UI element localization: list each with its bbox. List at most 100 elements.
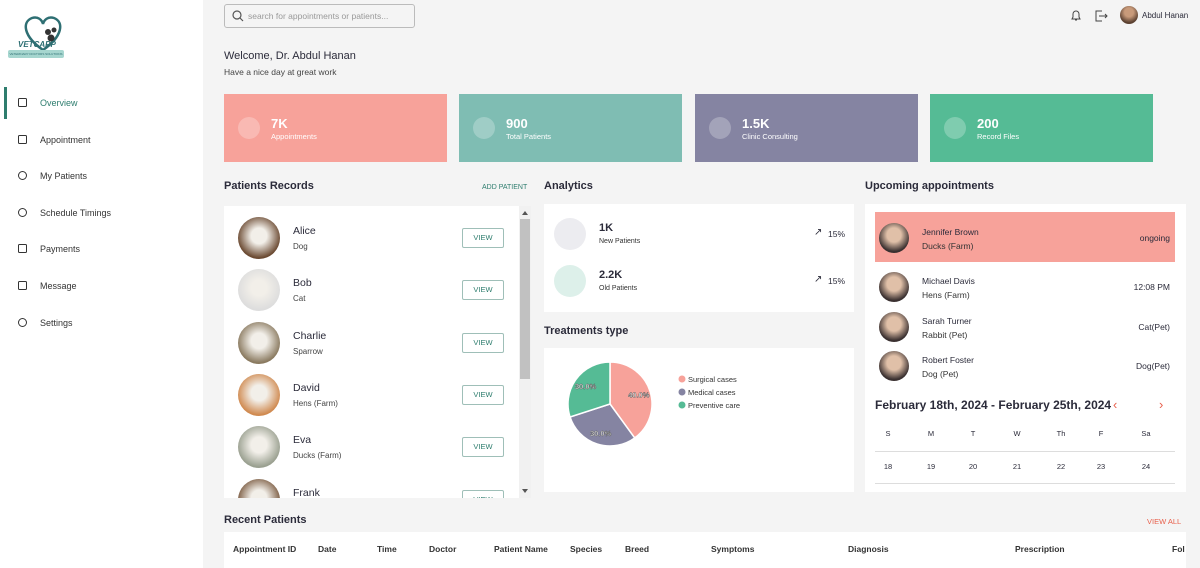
column-header: Species	[570, 544, 603, 554]
nav-icon	[18, 317, 27, 327]
date[interactable]: 24	[1141, 462, 1151, 471]
divider	[875, 483, 1175, 484]
add-patient-link[interactable]: ADD PATIENT	[482, 184, 528, 191]
stat-icon	[473, 117, 495, 139]
date[interactable]: 22	[1056, 462, 1066, 471]
view-all-link[interactable]: VIEW ALL	[1147, 517, 1182, 526]
appointment-avatar	[879, 223, 909, 253]
nav-icon	[18, 171, 27, 181]
date[interactable]: 21	[1012, 462, 1022, 471]
brand-tagline: VETERINARY DOCTORS SOLUTIONS	[8, 50, 64, 58]
nav-item[interactable]: Schedule Timings	[40, 207, 112, 218]
logo-icon	[24, 16, 62, 52]
view-button[interactable]: VIEW	[462, 228, 504, 248]
stat-label: Appointments	[271, 132, 317, 141]
stat-card: 200 Record Files	[930, 94, 1153, 162]
section-title: Recent Patients	[224, 514, 307, 526]
date[interactable]: 18	[883, 462, 893, 471]
legend-label: Surgical cases	[688, 375, 737, 384]
calendar-next[interactable]: ›	[1159, 397, 1164, 412]
pie-label: 40.0%	[628, 391, 650, 400]
patient-species: Dog	[293, 242, 308, 251]
calendar-title: February 18th, 2024 - February 25th, 202…	[875, 398, 1112, 412]
appointment-detail: Ducks (Farm)	[922, 241, 974, 251]
nav-item[interactable]: My Patients	[40, 171, 88, 182]
nav-icon	[18, 207, 27, 217]
column-header: Symptoms	[711, 544, 755, 554]
appointment-avatar	[879, 272, 909, 302]
analytics-label: Old Patients	[599, 285, 638, 292]
calendar-prev[interactable]: ‹	[1113, 397, 1118, 412]
view-button[interactable]: VIEW	[462, 437, 504, 458]
patient-name: Bob	[293, 277, 312, 290]
nav-item[interactable]: Settings	[40, 317, 73, 328]
view-button[interactable]: VIEW	[462, 280, 504, 301]
analytics-change: 15%	[828, 276, 846, 286]
view-button[interactable]: VIEW	[462, 489, 504, 498]
user-name: Abdul Hanan	[1142, 11, 1189, 20]
appointment-name: Jennifer Brown	[922, 227, 979, 237]
patient-name: Alice	[293, 225, 316, 237]
nav-icon	[18, 134, 27, 144]
nav-item[interactable]: Payments	[40, 244, 81, 255]
view-button[interactable]: VIEW	[462, 332, 504, 353]
patient-name: Eva	[293, 434, 312, 447]
nav-item[interactable]: Overview	[40, 98, 78, 108]
nav-icon	[18, 244, 27, 254]
icon-shape	[18, 171, 27, 181]
date[interactable]: 19	[926, 462, 936, 471]
icon-shape	[18, 317, 27, 327]
analytics-icon	[554, 218, 586, 250]
icon-shape	[18, 281, 27, 290]
treatments-panel: 40.0% Surgical cases 30.0% Medical cases 30.…	[544, 348, 854, 492]
view-button[interactable]: VIEW	[462, 384, 504, 405]
search-icon	[232, 10, 244, 22]
patient-avatar	[238, 269, 280, 312]
stat-icon	[238, 117, 260, 139]
top-icons[interactable]	[1070, 9, 1110, 23]
date[interactable]: 20	[968, 462, 978, 471]
nav-item[interactable]: Appointment	[40, 134, 91, 145]
patient-avatar	[238, 217, 280, 259]
weekday: T	[970, 429, 976, 438]
icon-shape	[18, 207, 27, 217]
legend-label: Preventive care	[688, 401, 740, 410]
appointment-name: Sarah Turner	[922, 316, 972, 326]
weekday: M	[927, 429, 935, 438]
weekday: Th	[1056, 429, 1066, 438]
analytics-value: 2.2K	[599, 269, 623, 281]
scrollbar-thumb[interactable]	[520, 219, 530, 379]
column-header: Prescription	[1015, 544, 1065, 554]
section-title: Patients Records	[224, 180, 314, 192]
appointment-name: Michael Davis	[922, 276, 975, 286]
pie-slice	[567, 361, 611, 418]
nav-item[interactable]: Message	[40, 281, 77, 291]
search-box[interactable]: search for appointments or patients...	[224, 4, 415, 28]
brand-name: VETCAPP	[18, 40, 56, 49]
stat-card: 1.5K Clinic Consulting	[695, 94, 918, 162]
pie-slice	[609, 361, 653, 440]
welcome-title: Welcome, Dr. Abdul Hanan	[224, 50, 356, 62]
pie-label: 30.0%	[590, 429, 612, 438]
divider	[875, 451, 1175, 452]
patient-avatar	[238, 321, 280, 364]
user-avatar[interactable]	[1120, 6, 1138, 24]
patient-avatar	[238, 478, 280, 498]
upcoming-panel: February 18th, 2024 - February 25th, 202…	[865, 204, 1186, 492]
legend-swatch	[678, 388, 686, 396]
patient-avatar	[238, 373, 280, 416]
date[interactable]: 23	[1096, 462, 1106, 471]
patient-species: Cat	[293, 294, 306, 304]
icon-shape	[18, 98, 27, 107]
analytics-panel: 1K New Patients ↗ 15% 2.2K Old Patients ↗ 15%	[544, 204, 854, 312]
patient-name: Charlie	[293, 329, 327, 342]
appointment-detail: Rabbit (Pet)	[922, 330, 968, 340]
patient-species: Ducks (Farm)	[293, 451, 342, 461]
weekday: S	[885, 429, 891, 438]
stat-card: 900 Total Patients	[459, 94, 682, 162]
scroll-arrows[interactable]	[519, 206, 531, 498]
pie-label: 30.0%	[575, 382, 597, 391]
sidebar: VETCAPP VETERINARY DOCTORS SOLUTIONS Ove…	[0, 0, 203, 568]
column-header: Time	[377, 544, 397, 554]
appointment-status: ongoing	[1139, 233, 1170, 243]
